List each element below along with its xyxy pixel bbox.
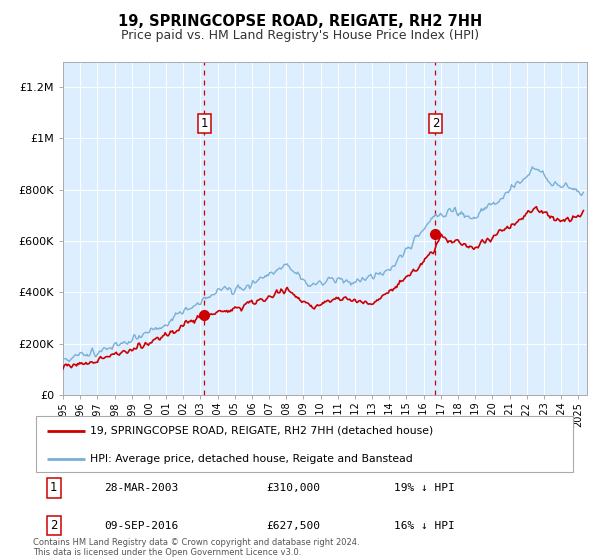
Text: HPI: Average price, detached house, Reigate and Banstead: HPI: Average price, detached house, Reig… bbox=[90, 454, 413, 464]
Text: 28-MAR-2003: 28-MAR-2003 bbox=[104, 483, 179, 493]
Text: 09-SEP-2016: 09-SEP-2016 bbox=[104, 521, 179, 531]
Text: 19, SPRINGCOPSE ROAD, REIGATE, RH2 7HH (detached house): 19, SPRINGCOPSE ROAD, REIGATE, RH2 7HH (… bbox=[90, 426, 433, 436]
Text: £310,000: £310,000 bbox=[266, 483, 320, 493]
Text: 19% ↓ HPI: 19% ↓ HPI bbox=[394, 483, 454, 493]
Text: 19, SPRINGCOPSE ROAD, REIGATE, RH2 7HH: 19, SPRINGCOPSE ROAD, REIGATE, RH2 7HH bbox=[118, 14, 482, 29]
FancyBboxPatch shape bbox=[36, 416, 573, 472]
Text: 16% ↓ HPI: 16% ↓ HPI bbox=[394, 521, 454, 531]
Text: 1: 1 bbox=[50, 482, 58, 494]
Text: £627,500: £627,500 bbox=[266, 521, 320, 531]
Text: 2: 2 bbox=[50, 519, 58, 532]
Text: 1: 1 bbox=[200, 116, 208, 129]
Text: 2: 2 bbox=[432, 116, 439, 129]
Text: Contains HM Land Registry data © Crown copyright and database right 2024.
This d: Contains HM Land Registry data © Crown c… bbox=[33, 538, 359, 557]
Text: Price paid vs. HM Land Registry's House Price Index (HPI): Price paid vs. HM Land Registry's House … bbox=[121, 29, 479, 42]
